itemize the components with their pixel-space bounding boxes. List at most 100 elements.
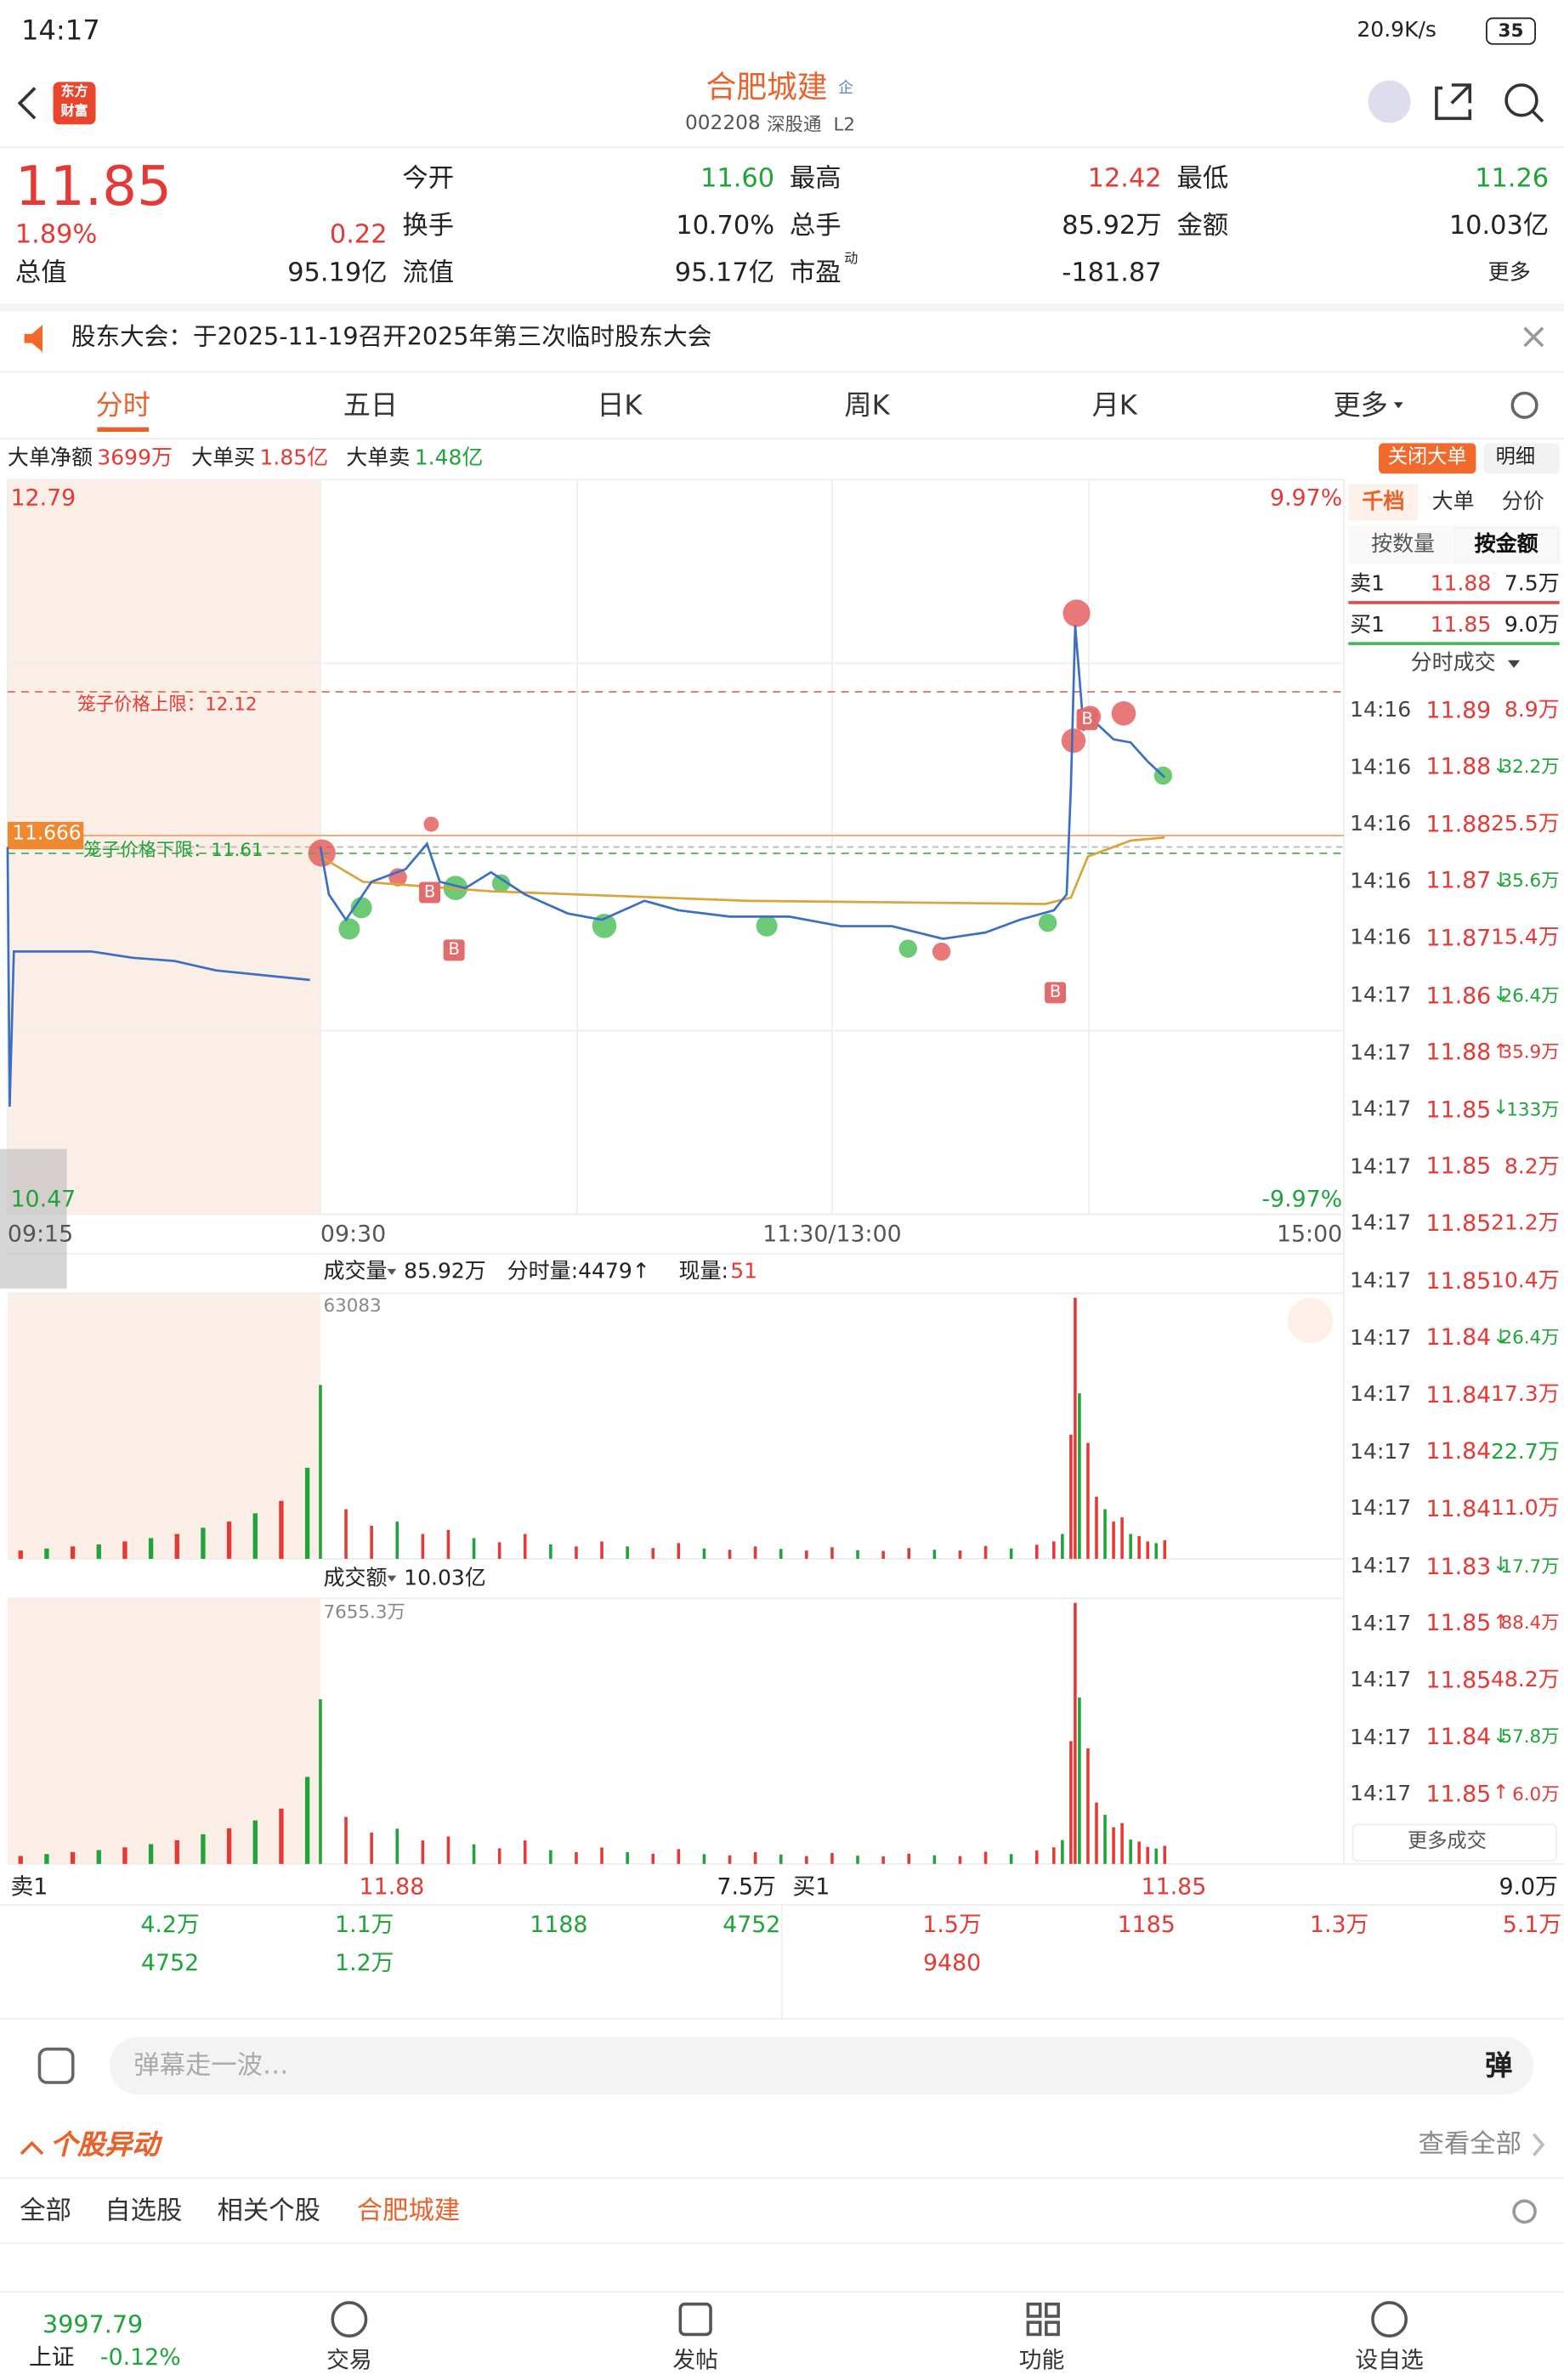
detail-label[interactable]: 明细 xyxy=(1495,445,1536,469)
view-all[interactable]: 查看全部 xyxy=(1418,2128,1522,2160)
movers-title: 个股异动 xyxy=(49,2128,160,2161)
close-big-button[interactable] xyxy=(1379,443,1476,474)
trade-arrow: ↓ xyxy=(1493,1725,1510,1748)
comment-box[interactable] xyxy=(109,2037,1534,2095)
buy-marker: B xyxy=(1081,708,1093,729)
level-tag: L2 xyxy=(833,113,856,135)
bar xyxy=(1137,1841,1141,1864)
more-trades-box[interactable] xyxy=(1352,1823,1557,1862)
danmu-button[interactable]: 弹 xyxy=(1485,2049,1513,2082)
bar xyxy=(421,1840,425,1864)
bar xyxy=(344,1816,348,1864)
chart-tab[interactable]: 周K xyxy=(844,389,890,422)
bar xyxy=(1095,1496,1098,1559)
book-order: 1185 xyxy=(1117,1910,1176,1938)
chart-tab[interactable]: 五日 xyxy=(343,389,399,422)
pct-max-label: 9.97% xyxy=(1270,483,1343,511)
expand-button[interactable] xyxy=(1287,1297,1334,1344)
nav-item[interactable]: 交易 xyxy=(326,2345,372,2373)
trade-volume: 8.9万 xyxy=(1504,698,1560,722)
bar xyxy=(1103,1815,1107,1864)
premarket-bar xyxy=(44,1854,49,1864)
more-trades[interactable]: 更多成交 xyxy=(1407,1830,1487,1854)
trade-time: 14:17 xyxy=(1350,1097,1412,1122)
subtab-strip xyxy=(1348,524,1561,565)
panel-subtab[interactable]: 按金额 xyxy=(1474,532,1538,558)
x-label: 15:00 xyxy=(1276,1219,1343,1247)
bar xyxy=(1074,1602,1077,1864)
panel-tab[interactable]: 分价 xyxy=(1501,490,1544,515)
bar xyxy=(932,1855,937,1864)
bar xyxy=(1146,1541,1149,1559)
avatar[interactable] xyxy=(1368,80,1411,123)
premarket-bar xyxy=(18,1856,23,1864)
filter-tab[interactable]: 全部 xyxy=(20,2196,71,2226)
bar xyxy=(753,1546,757,1559)
filter-tab[interactable]: 相关个股 xyxy=(217,2196,320,2226)
trade-time: 14:16 xyxy=(1350,698,1412,722)
filter-tab[interactable]: 合肥城建 xyxy=(356,2196,461,2226)
bar xyxy=(728,1550,732,1559)
trade-arrow: ↑ xyxy=(1493,1782,1510,1805)
bar xyxy=(421,1533,425,1559)
marker-bg xyxy=(1076,708,1098,730)
book-price: 11.85 xyxy=(1141,1872,1207,1900)
premarket-bar xyxy=(252,1820,258,1864)
bar xyxy=(881,1550,885,1559)
bar xyxy=(523,1840,527,1864)
current-volume: 51 xyxy=(730,1260,758,1284)
marker-bg xyxy=(1045,982,1067,1004)
chart-tab[interactable]: 日K xyxy=(597,389,643,422)
bar xyxy=(575,1546,578,1559)
field-value: 12.42 xyxy=(1087,162,1162,194)
bar xyxy=(779,1549,783,1559)
chart-tab[interactable]: 更多 xyxy=(1333,389,1388,422)
side-handle[interactable] xyxy=(0,1148,67,1289)
panel-tab[interactable]: 大单 xyxy=(1431,490,1475,515)
close-big-label[interactable]: 关闭大单 xyxy=(1387,445,1467,469)
nav-item[interactable]: 设自选 xyxy=(1355,2345,1424,2373)
bar xyxy=(1137,1536,1141,1559)
bar xyxy=(1120,1517,1124,1559)
bar xyxy=(549,1544,552,1559)
nav-item[interactable]: 功能 xyxy=(1018,2345,1065,2373)
big-order-value: 3699万 xyxy=(97,445,173,471)
level-label: 买1 xyxy=(1350,613,1386,638)
bar xyxy=(1112,1827,1115,1864)
trade-time: 14:16 xyxy=(1350,869,1412,894)
bar xyxy=(395,1828,400,1864)
bar xyxy=(1069,1434,1073,1559)
trade-volume: 57.8万 xyxy=(1500,1726,1560,1748)
bar xyxy=(1069,1741,1073,1864)
premarket-bar xyxy=(70,1546,76,1559)
chart-tab[interactable]: 月K xyxy=(1091,389,1137,422)
bar xyxy=(1103,1509,1107,1559)
book-order: 4752 xyxy=(140,1947,200,1976)
panel-subtab[interactable]: 按数量 xyxy=(1371,532,1436,558)
change: 0.22 xyxy=(329,219,388,250)
panel-tab[interactable]: 千档 xyxy=(1362,490,1405,515)
detail-button[interactable] xyxy=(1483,443,1560,474)
filter-tab[interactable]: 自选股 xyxy=(105,2196,183,2226)
bar xyxy=(651,1548,655,1559)
bar xyxy=(881,1856,885,1864)
bar xyxy=(1129,1839,1132,1864)
bar xyxy=(523,1533,527,1559)
amount-title: 成交额 xyxy=(323,1566,388,1591)
bar xyxy=(958,1550,962,1559)
bar xyxy=(446,1836,450,1864)
nav-item[interactable]: 发帖 xyxy=(672,2345,718,2373)
pct-min-label: -9.97% xyxy=(1261,1184,1343,1212)
book-order: 4752 xyxy=(722,1910,781,1938)
more-button[interactable]: 更多 xyxy=(1488,261,1531,286)
dropdown-caret xyxy=(1507,660,1521,668)
bar xyxy=(472,1844,476,1864)
premarket-bar xyxy=(226,1828,232,1864)
premarket-bar xyxy=(304,1467,310,1559)
chart-tab[interactable]: 分时 xyxy=(95,389,150,422)
bar xyxy=(677,1849,681,1864)
trade-volume: 21.2万 xyxy=(1490,1211,1560,1237)
marker-bg xyxy=(443,939,465,961)
field-value: 11.60 xyxy=(700,162,775,194)
field-value: 10.03亿 xyxy=(1448,210,1550,241)
